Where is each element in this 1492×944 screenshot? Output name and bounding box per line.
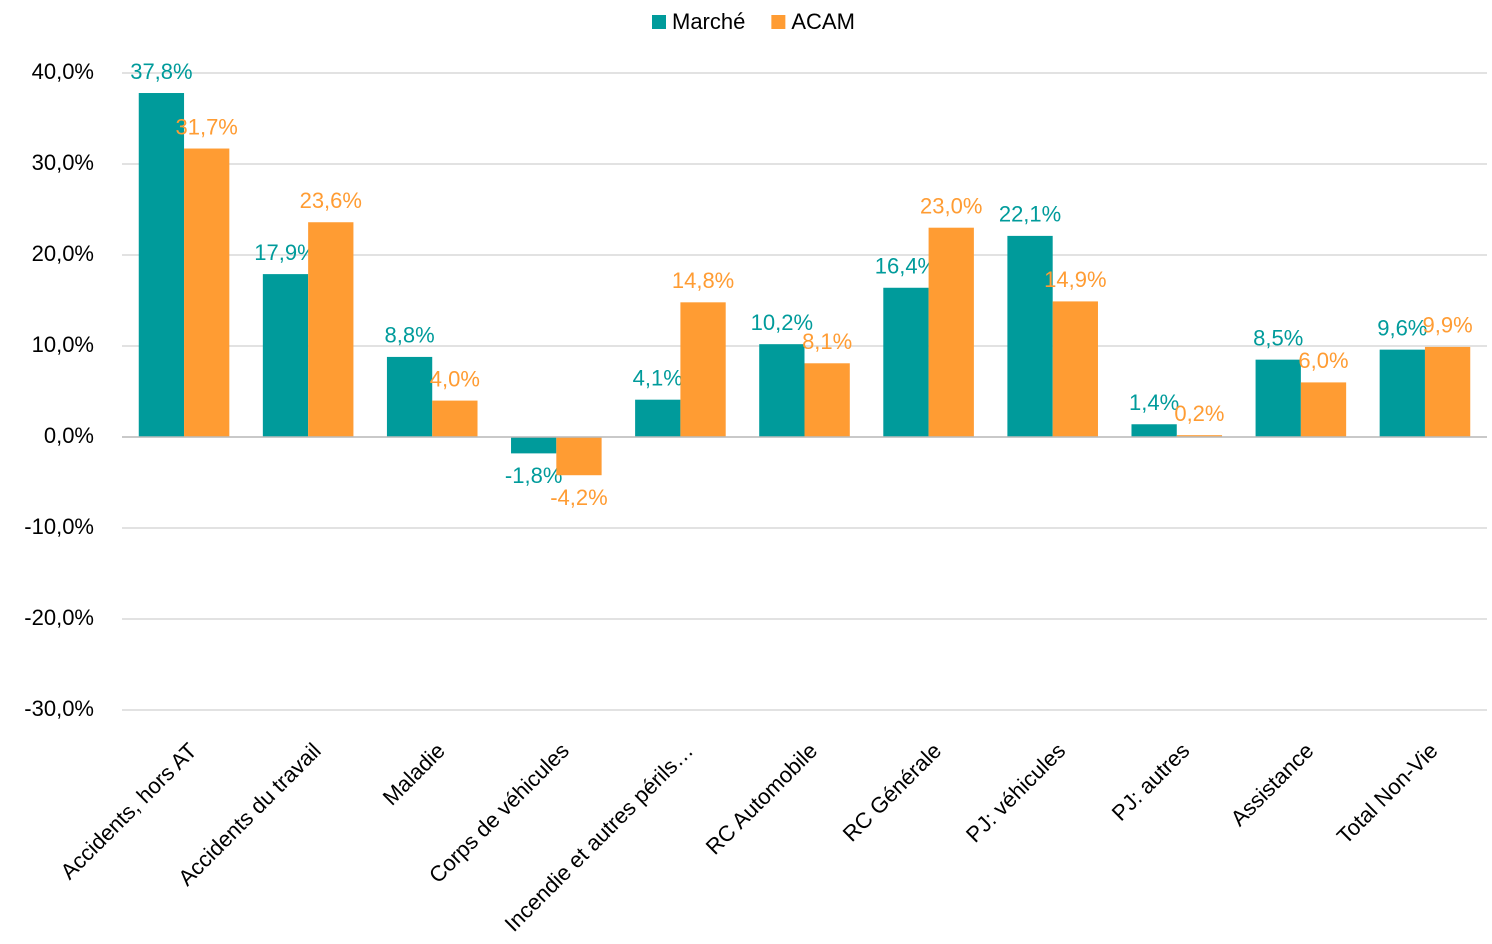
x-tick-label: Corps de véhicules	[424, 738, 574, 888]
bar	[759, 344, 805, 437]
bar	[1176, 435, 1223, 437]
bar	[138, 93, 185, 438]
legend-swatch	[652, 15, 666, 29]
value-label: 4,1%	[633, 366, 683, 391]
x-tick-label: Total Non-Vie	[1332, 738, 1443, 849]
bar	[883, 287, 929, 437]
y-tick-label: -10,0%	[24, 514, 94, 539]
x-tick-label: Maladie	[378, 738, 450, 810]
bar	[804, 363, 850, 437]
value-label: 37,8%	[130, 59, 192, 84]
value-label: 14,9%	[1044, 267, 1106, 292]
legend-label: Marché	[672, 9, 745, 34]
value-label: 8,8%	[385, 323, 435, 348]
bar	[635, 399, 681, 437]
y-tick-label: 40,0%	[32, 59, 94, 84]
y-tick-label: 20,0%	[32, 241, 94, 266]
value-label: 23,6%	[300, 188, 362, 213]
value-label: 9,6%	[1377, 315, 1427, 340]
bar	[1424, 346, 1471, 437]
x-tick-label: Assistance	[1226, 738, 1319, 831]
value-label: 22,1%	[999, 202, 1061, 227]
value-label: 23,0%	[920, 194, 982, 219]
bar	[386, 356, 433, 437]
value-label: 8,5%	[1253, 325, 1303, 350]
x-tick-label: PJ: autres	[1107, 738, 1195, 826]
x-tick-label: PJ: véhicules	[961, 738, 1070, 847]
y-tick-label: 0,0%	[44, 423, 94, 448]
value-label: 14,8%	[672, 268, 734, 293]
value-label: 1,4%	[1129, 390, 1179, 415]
bar	[1052, 301, 1098, 437]
bar	[262, 274, 309, 437]
legend-swatch	[771, 15, 786, 29]
y-tick-label: 30,0%	[32, 150, 94, 175]
bar	[511, 437, 557, 454]
legend-label: ACAM	[791, 9, 855, 34]
bar	[184, 148, 230, 437]
value-label: 17,9%	[254, 240, 316, 265]
value-label: 6,0%	[1298, 348, 1348, 373]
x-tick-label: RC Générale	[838, 738, 946, 846]
value-label: 16,4%	[875, 254, 937, 279]
value-label: -4,2%	[550, 485, 607, 510]
y-tick-label: -20,0%	[24, 605, 94, 630]
bar	[1300, 382, 1347, 437]
bar	[556, 437, 602, 476]
bar	[1255, 359, 1301, 437]
value-label: 10,2%	[751, 310, 813, 335]
x-tick-label: Accidents, hors AT	[55, 738, 201, 884]
bar	[1379, 349, 1425, 437]
x-tick-label: RC Automobile	[701, 738, 822, 859]
bar	[1007, 235, 1053, 437]
value-label: 31,7%	[175, 114, 237, 139]
bar	[928, 227, 974, 437]
bar	[432, 400, 478, 437]
y-tick-label: 10,0%	[32, 332, 94, 357]
value-label: -1,8%	[505, 463, 562, 488]
value-label: 8,1%	[802, 329, 852, 354]
bar	[308, 222, 354, 437]
bar	[1131, 424, 1177, 437]
value-label: 9,9%	[1423, 313, 1473, 338]
value-label: 0,2%	[1174, 401, 1224, 426]
bar	[680, 302, 726, 437]
value-label: 4,0%	[430, 366, 480, 391]
y-tick-label: -30,0%	[24, 696, 94, 721]
